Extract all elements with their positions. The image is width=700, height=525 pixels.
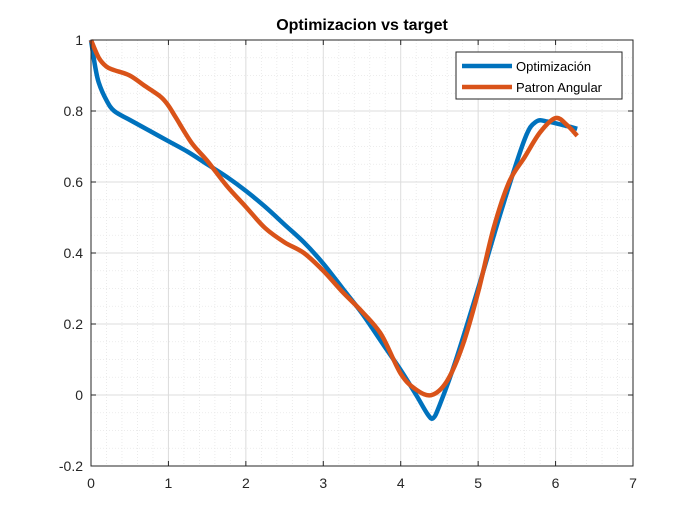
series-layer [88,39,579,421]
x-tick-label: 1 [165,475,173,491]
tick-marks [90,39,634,467]
y-tick-labels: -0.2 0 0.2 0.4 0.6 0.8 1 [59,32,83,474]
legend-label-1: Optimización [516,59,591,74]
legend: Optimización Patron Angular [455,51,623,100]
x-tick-label: 4 [397,475,405,491]
series-line-1 [88,39,578,421]
x-tick-labels: 0 1 2 3 4 5 6 7 [87,475,637,491]
chart-title: Optimizacion vs target [276,17,448,34]
x-tick-label: 3 [319,475,327,491]
y-tick-label: 0.2 [64,316,84,332]
y-tick-label: 1 [75,32,83,48]
series-line-2 [88,39,579,398]
y-tick-label: 0.4 [64,245,84,261]
x-tick-label: 5 [474,475,482,491]
x-tick-label: 0 [87,475,95,491]
y-tick-label: 0 [75,387,83,403]
x-tick-label: 7 [629,475,637,491]
y-tick-label: -0.2 [59,458,83,474]
x-tick-label: 6 [552,475,560,491]
y-tick-label: 0.6 [64,174,84,190]
legend-box [455,51,623,100]
y-tick-label: 0.8 [64,103,84,119]
legend-label-2: Patron Angular [516,80,603,95]
x-tick-label: 2 [242,475,250,491]
